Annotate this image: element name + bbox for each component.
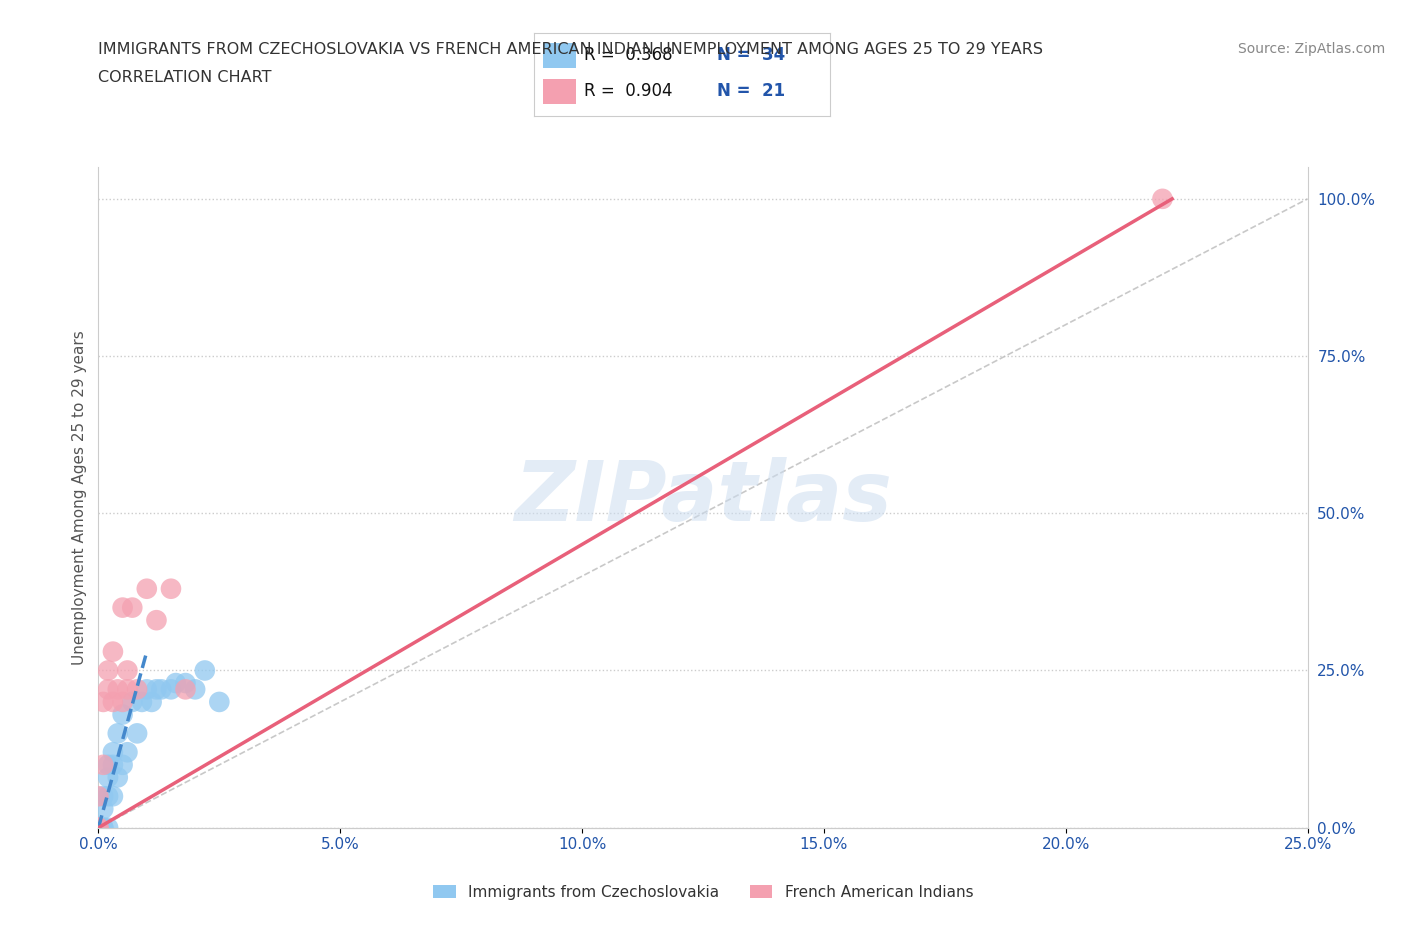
Point xyxy=(97,770,120,785)
Point xyxy=(101,745,124,760)
Point xyxy=(121,600,143,615)
Point xyxy=(135,581,157,596)
Point xyxy=(121,695,143,710)
Point xyxy=(131,695,153,710)
Point xyxy=(160,682,183,697)
Point xyxy=(117,682,139,697)
Point xyxy=(87,789,110,804)
Point xyxy=(87,820,110,835)
Point xyxy=(1152,192,1174,206)
Point xyxy=(135,682,157,697)
Point xyxy=(97,757,120,772)
Point xyxy=(91,789,114,804)
Bar xyxy=(543,43,575,68)
Point xyxy=(165,675,187,690)
Point xyxy=(107,770,129,785)
Point xyxy=(117,663,139,678)
Text: IMMIGRANTS FROM CZECHOSLOVAKIA VS FRENCH AMERICAN INDIAN UNEMPLOYMENT AMONG AGES: IMMIGRANTS FROM CZECHOSLOVAKIA VS FRENCH… xyxy=(98,42,1043,57)
Point xyxy=(91,802,114,817)
Point xyxy=(97,820,120,835)
Point xyxy=(97,663,120,678)
Point xyxy=(174,682,197,697)
Point xyxy=(160,581,183,596)
Point xyxy=(97,682,120,697)
Text: N =  34: N = 34 xyxy=(717,46,786,64)
Text: R =  0.368: R = 0.368 xyxy=(585,46,673,64)
Point xyxy=(145,682,167,697)
Point xyxy=(101,757,124,772)
Point xyxy=(97,789,120,804)
Point xyxy=(145,613,167,628)
Point xyxy=(101,644,124,659)
Point xyxy=(184,682,207,697)
Point xyxy=(91,757,114,772)
Point xyxy=(111,600,134,615)
Point xyxy=(87,820,110,835)
Point xyxy=(87,820,110,835)
Text: CORRELATION CHART: CORRELATION CHART xyxy=(98,70,271,85)
Point xyxy=(141,695,163,710)
Point xyxy=(87,820,110,835)
Text: N =  21: N = 21 xyxy=(717,82,786,100)
Text: Source: ZipAtlas.com: Source: ZipAtlas.com xyxy=(1237,42,1385,56)
Point xyxy=(208,695,231,710)
Legend: Immigrants from Czechoslovakia, French American Indians: Immigrants from Czechoslovakia, French A… xyxy=(426,879,980,906)
Point xyxy=(107,726,129,741)
Point xyxy=(87,820,110,835)
Point xyxy=(127,682,149,697)
Point xyxy=(111,757,134,772)
Point xyxy=(117,745,139,760)
Text: R =  0.904: R = 0.904 xyxy=(585,82,673,100)
Point xyxy=(101,695,124,710)
Point xyxy=(101,789,124,804)
Point xyxy=(107,682,129,697)
Point xyxy=(91,820,114,835)
Point xyxy=(174,675,197,690)
Point xyxy=(111,707,134,722)
Point xyxy=(87,820,110,835)
Point xyxy=(87,820,110,835)
Point xyxy=(127,726,149,741)
Bar xyxy=(543,79,575,104)
Point xyxy=(91,695,114,710)
Y-axis label: Unemployment Among Ages 25 to 29 years: Unemployment Among Ages 25 to 29 years xyxy=(72,330,87,665)
Point xyxy=(150,682,173,697)
Point xyxy=(194,663,217,678)
Text: ZIPatlas: ZIPatlas xyxy=(515,457,891,538)
Point xyxy=(111,695,134,710)
Point xyxy=(91,820,114,835)
